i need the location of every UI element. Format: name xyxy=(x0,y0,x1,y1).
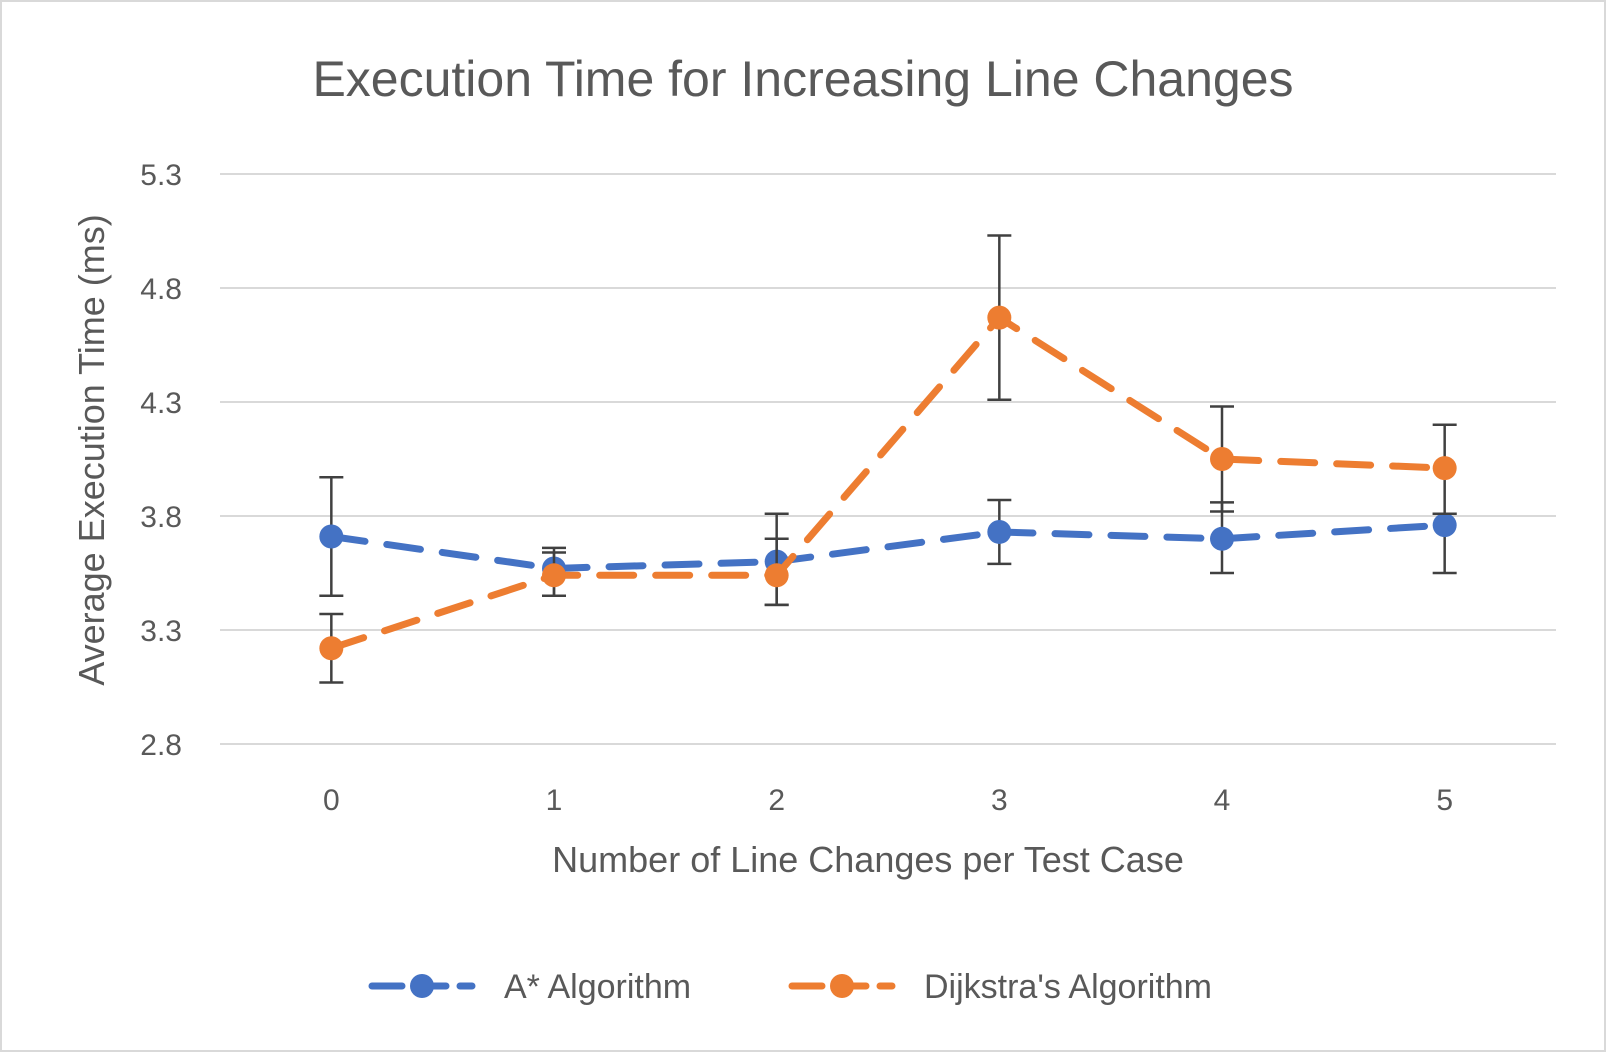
data-point xyxy=(319,524,344,549)
y-tick-label: 4.3 xyxy=(140,387,182,420)
legend: A* Algorithm Dijkstra's Algorithm xyxy=(368,968,1212,1006)
x-tick-label: 3 xyxy=(991,784,1008,817)
data-point xyxy=(319,636,344,661)
x-axis-title: Number of Line Changes per Test Case xyxy=(552,839,1184,880)
legend-label: A* Algorithm xyxy=(504,968,691,1006)
y-axis-title: Average Execution Time (ms) xyxy=(71,214,112,686)
x-axis-ticks: 0 1 2 3 4 5 xyxy=(323,784,1453,817)
series-a-star xyxy=(319,475,1457,607)
y-tick-label: 3.8 xyxy=(140,501,182,534)
data-point xyxy=(542,563,566,588)
data-point xyxy=(1432,456,1457,481)
chart-title: Execution Time for Increasing Line Chang… xyxy=(312,51,1293,107)
x-tick-label: 0 xyxy=(323,784,340,817)
y-tick-label: 2.8 xyxy=(140,729,182,762)
data-point xyxy=(1210,447,1234,471)
legend-marker xyxy=(410,974,434,998)
legend-item: A* Algorithm xyxy=(368,968,691,1006)
x-tick-label: 5 xyxy=(1436,784,1453,817)
data-point xyxy=(987,519,1012,544)
y-tick-label: 5.3 xyxy=(140,159,182,192)
series-line xyxy=(327,521,1449,572)
legend-item: Dijkstra's Algorithm xyxy=(788,968,1212,1006)
series-line xyxy=(327,314,1449,652)
x-tick-label: 1 xyxy=(546,784,563,817)
series-group xyxy=(319,234,1457,684)
legend-label: Dijkstra's Algorithm xyxy=(924,968,1212,1006)
x-tick-label: 2 xyxy=(768,784,785,817)
y-tick-label: 3.3 xyxy=(140,615,182,648)
x-tick-label: 4 xyxy=(1214,784,1231,817)
data-point xyxy=(1210,526,1234,551)
data-point xyxy=(1432,513,1457,538)
y-tick-label: 4.8 xyxy=(140,273,182,306)
gridlines xyxy=(220,173,1556,745)
legend-marker xyxy=(830,974,854,998)
y-axis-ticks: 2.8 3.3 3.8 4.3 4.8 5.3 xyxy=(140,159,182,762)
data-point xyxy=(987,305,1012,330)
data-point xyxy=(764,563,789,588)
series-dijkstra xyxy=(319,234,1457,684)
